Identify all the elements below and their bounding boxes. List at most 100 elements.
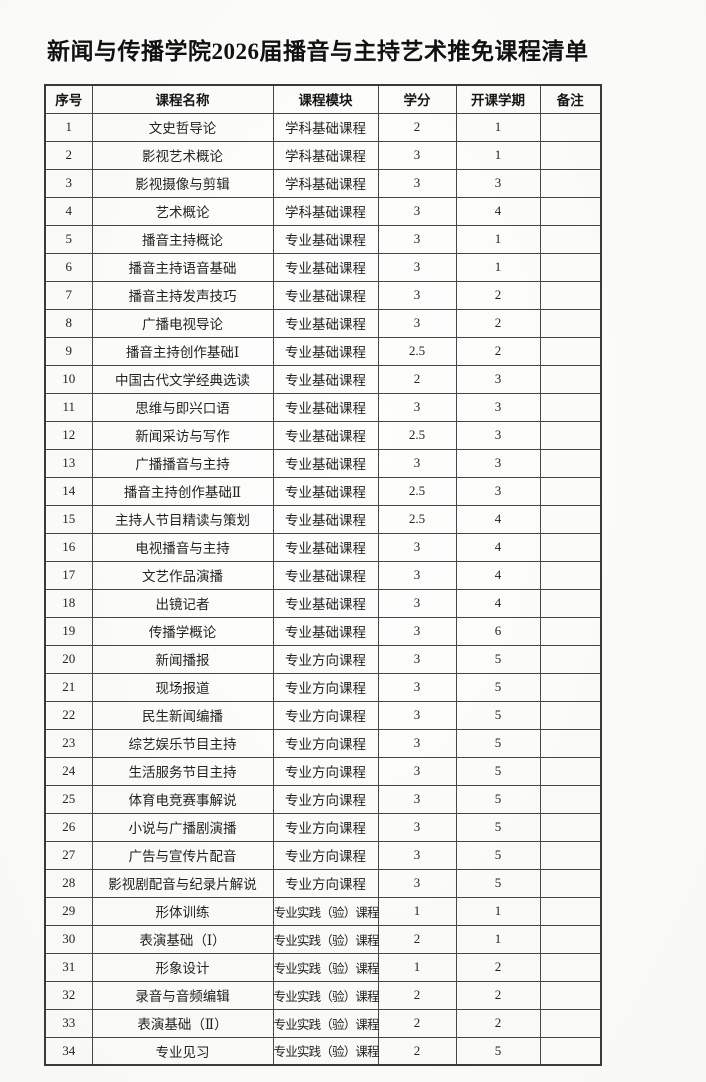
cell-semester: 5	[455, 812, 541, 842]
cell-semester: 1	[455, 224, 541, 254]
cell-index: 2	[44, 140, 93, 170]
cell-module: 专业基础课程	[272, 616, 379, 646]
table-row: 8 广播电视导论 专业基础课程 3 2	[44, 308, 602, 338]
cell-index: 9	[44, 336, 93, 366]
cell-module: 专业基础课程	[272, 420, 379, 450]
cell-course-name: 形象设计	[91, 952, 274, 982]
cell-module: 专业实践（验）课程	[272, 980, 380, 1010]
cell-module: 专业方向课程	[272, 672, 379, 702]
cell-index: 27	[44, 840, 93, 870]
cell-index: 15	[44, 504, 93, 534]
cell-semester: 2	[455, 336, 541, 366]
cell-semester: 1	[455, 252, 541, 282]
cell-note	[539, 560, 602, 590]
cell-course-name: 播音主持创作基础Ⅱ	[91, 476, 274, 506]
cell-note	[539, 252, 602, 282]
cell-index: 7	[44, 280, 93, 310]
header-semester: 开课学期	[455, 84, 541, 114]
cell-semester: 5	[455, 672, 541, 702]
header-module: 课程模块	[272, 84, 379, 114]
cell-module: 专业方向课程	[272, 812, 379, 842]
cell-semester: 5	[455, 700, 541, 730]
cell-credits: 3	[377, 756, 457, 786]
cell-module: 专业方向课程	[272, 840, 379, 870]
cell-credits: 2	[377, 364, 457, 394]
cell-course-name: 形体训练	[91, 896, 274, 926]
cell-index: 26	[44, 812, 93, 842]
cell-note	[539, 812, 602, 842]
cell-module: 学科基础课程	[272, 168, 379, 198]
cell-semester: 1	[455, 896, 541, 926]
cell-module: 专业基础课程	[272, 560, 379, 590]
cell-course-name: 广告与宣传片配音	[91, 840, 274, 870]
cell-module: 学科基础课程	[272, 140, 379, 170]
page-title: 新闻与传播学院2026届播音与主持艺术推免课程清单	[47, 39, 589, 64]
table-row: 21 现场报道 专业方向课程 3 5	[44, 672, 602, 702]
cell-course-name: 新闻播报	[91, 644, 274, 674]
cell-note	[539, 700, 602, 730]
cell-module: 专业实践（验）课程	[272, 1036, 380, 1066]
cell-semester: 2	[455, 308, 541, 338]
cell-credits: 3	[377, 224, 457, 254]
cell-note	[539, 784, 602, 814]
cell-module: 专业基础课程	[272, 308, 379, 338]
cell-course-name: 播音主持创作基础Ⅰ	[91, 336, 274, 366]
cell-note	[539, 896, 602, 926]
cell-credits: 3	[377, 532, 457, 562]
table-row: 13 广播播音与主持 专业基础课程 3 3	[44, 448, 602, 478]
table-row: 12 新闻采访与写作 专业基础课程 2.5 3	[44, 420, 602, 450]
cell-module: 专业方向课程	[272, 784, 379, 814]
table-row: 27 广告与宣传片配音 专业方向课程 3 5	[44, 840, 602, 870]
cell-credits: 3	[377, 728, 457, 758]
cell-module: 学科基础课程	[272, 112, 379, 142]
table-row: 23 综艺娱乐节目主持 专业方向课程 3 5	[44, 728, 602, 758]
cell-course-name: 影视剧配音与纪录片解说	[91, 868, 274, 898]
cell-note	[539, 1036, 602, 1066]
cell-semester: 5	[455, 840, 541, 870]
cell-course-name: 广播电视导论	[91, 308, 274, 338]
table-row: 7 播音主持发声技巧 专业基础课程 3 2	[44, 280, 602, 310]
table-row: 26 小说与广播剧演播 专业方向课程 3 5	[44, 812, 602, 842]
cell-course-name: 影视摄像与剪辑	[91, 168, 274, 198]
cell-note	[539, 364, 602, 394]
header-row: 序号 课程名称 课程模块 学分 开课学期 备注	[44, 84, 602, 114]
cell-module: 专业基础课程	[272, 392, 379, 422]
table-row: 33 表演基础（Ⅱ） 专业实践（验）课程 2 2	[44, 1008, 602, 1038]
cell-note	[539, 224, 602, 254]
cell-semester: 2	[455, 280, 541, 310]
cell-index: 3	[44, 168, 93, 198]
cell-course-name: 思维与即兴口语	[91, 392, 274, 422]
cell-semester: 3	[455, 168, 541, 198]
cell-credits: 3	[377, 644, 457, 674]
cell-credits: 1	[377, 896, 457, 926]
cell-course-name: 传播学概论	[91, 616, 274, 646]
course-table-body: 1 文史哲导论 学科基础课程 2 1 2 影视艺术概论 学科基础课程 3 1 3 影视摄像与剪辑 学科基…	[44, 112, 602, 1066]
cell-note	[539, 420, 602, 450]
table-row: 11 思维与即兴口语 专业基础课程 3 3	[44, 392, 602, 422]
cell-credits: 2.5	[377, 504, 457, 534]
cell-credits: 2	[377, 924, 457, 954]
cell-credits: 2.5	[377, 336, 457, 366]
cell-semester: 5	[455, 728, 541, 758]
table-row: 28 影视剧配音与纪录片解说 专业方向课程 3 5	[44, 868, 602, 898]
cell-note	[539, 532, 602, 562]
header-credits: 学分	[377, 84, 457, 114]
cell-credits: 3	[377, 252, 457, 282]
cell-course-name: 小说与广播剧演播	[91, 812, 274, 842]
cell-index: 1	[44, 112, 93, 142]
cell-course-name: 综艺娱乐节目主持	[91, 728, 274, 758]
cell-index: 17	[44, 560, 93, 590]
table-row: 2 影视艺术概论 学科基础课程 3 1	[44, 140, 602, 170]
cell-module: 专业基础课程	[272, 448, 379, 478]
cell-semester: 4	[455, 560, 541, 590]
cell-credits: 3	[377, 672, 457, 702]
cell-index: 21	[44, 672, 93, 702]
cell-semester: 3	[455, 420, 541, 450]
table-row: 32 录音与音频编辑 专业实践（验）课程 2 2	[44, 980, 602, 1010]
cell-credits: 2	[377, 112, 457, 142]
cell-note	[539, 616, 602, 646]
cell-index: 10	[44, 364, 93, 394]
cell-credits: 3	[377, 140, 457, 170]
cell-module: 专业方向课程	[272, 728, 379, 758]
cell-module: 专业基础课程	[272, 364, 379, 394]
